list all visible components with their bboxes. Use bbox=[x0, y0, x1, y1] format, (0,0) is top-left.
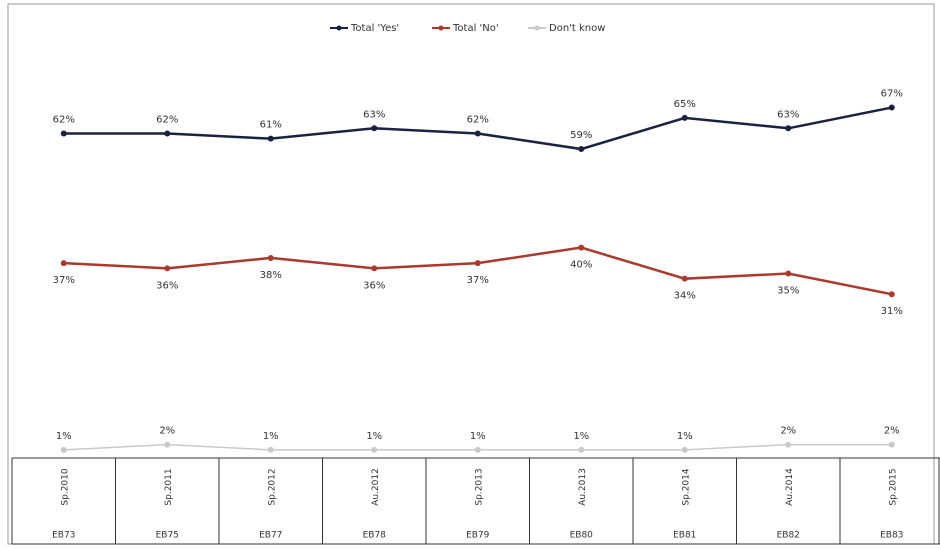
survey-code: EB73 bbox=[52, 531, 75, 541]
data-label: 31% bbox=[881, 306, 903, 317]
data-point bbox=[785, 441, 792, 448]
survey-code: EB83 bbox=[880, 531, 903, 541]
data-label: 61% bbox=[260, 120, 282, 131]
data-point bbox=[267, 135, 274, 142]
data-point bbox=[578, 244, 585, 251]
data-point bbox=[474, 260, 481, 267]
x-tick-label: Sp.2010 bbox=[60, 468, 70, 505]
data-point bbox=[578, 146, 585, 153]
survey-code: EB77 bbox=[259, 531, 282, 541]
data-point bbox=[371, 125, 378, 132]
data-label: 65% bbox=[674, 99, 696, 110]
x-tick-label: Sp.2013 bbox=[474, 468, 484, 505]
data-point bbox=[474, 130, 481, 137]
x-tick-label: Sp.2014 bbox=[681, 468, 691, 505]
survey-code: EB82 bbox=[777, 531, 800, 541]
data-label: 36% bbox=[156, 280, 178, 291]
data-point bbox=[888, 291, 895, 298]
data-label: 1% bbox=[470, 431, 486, 442]
data-point bbox=[164, 130, 171, 137]
data-point bbox=[60, 260, 67, 267]
legend-marker bbox=[438, 25, 444, 31]
data-label: 67% bbox=[881, 89, 903, 100]
survey-code: EB81 bbox=[673, 531, 696, 541]
data-label: 63% bbox=[363, 109, 385, 120]
data-point bbox=[785, 270, 792, 277]
data-point bbox=[888, 441, 895, 448]
data-point bbox=[578, 446, 585, 453]
x-tick-label: Sp.2015 bbox=[888, 468, 898, 505]
survey-code: EB75 bbox=[156, 531, 179, 541]
survey-code: EB79 bbox=[466, 531, 490, 541]
data-label: 1% bbox=[263, 431, 279, 442]
data-point bbox=[60, 446, 67, 453]
legend-label: Total 'No' bbox=[452, 23, 499, 34]
x-tick-label: Au.2012 bbox=[371, 468, 381, 506]
data-label: 36% bbox=[363, 280, 385, 291]
data-label: 2% bbox=[159, 426, 175, 437]
data-label: 2% bbox=[884, 426, 900, 437]
data-label: 62% bbox=[53, 114, 75, 125]
data-point bbox=[785, 125, 792, 132]
legend-marker bbox=[534, 25, 540, 31]
data-label: 37% bbox=[467, 275, 489, 286]
data-point bbox=[681, 446, 688, 453]
data-point bbox=[60, 130, 67, 137]
legend-marker bbox=[336, 25, 342, 31]
data-label: 63% bbox=[777, 109, 799, 120]
x-tick-label: Sp.2011 bbox=[164, 468, 174, 505]
data-label: 62% bbox=[467, 114, 489, 125]
data-label: 40% bbox=[570, 260, 592, 271]
data-point bbox=[267, 254, 274, 261]
data-label: 1% bbox=[573, 431, 589, 442]
survey-code: EB80 bbox=[570, 531, 594, 541]
data-point bbox=[164, 441, 171, 448]
data-label: 35% bbox=[777, 286, 799, 297]
x-tick-label: Au.2013 bbox=[578, 468, 588, 506]
data-label: 37% bbox=[53, 275, 75, 286]
x-tick-label: Au.2014 bbox=[785, 468, 795, 506]
legend-label: Don't know bbox=[549, 23, 605, 34]
data-label: 34% bbox=[674, 291, 696, 302]
data-label: 62% bbox=[156, 114, 178, 125]
survey-code: EB78 bbox=[363, 531, 387, 541]
x-tick-label: Sp.2012 bbox=[267, 468, 277, 505]
data-point bbox=[164, 265, 171, 272]
data-point bbox=[681, 114, 688, 121]
data-label: 59% bbox=[570, 130, 592, 141]
data-label: 1% bbox=[366, 431, 382, 442]
data-label: 1% bbox=[56, 431, 72, 442]
data-point bbox=[267, 446, 274, 453]
data-label: 38% bbox=[260, 270, 282, 281]
data-point bbox=[474, 446, 481, 453]
data-point bbox=[681, 275, 688, 282]
data-point bbox=[888, 104, 895, 111]
data-point bbox=[371, 265, 378, 272]
data-point bbox=[371, 446, 378, 453]
legend-label: Total 'Yes' bbox=[350, 23, 399, 34]
data-label: 1% bbox=[677, 431, 693, 442]
data-label: 2% bbox=[780, 426, 796, 437]
